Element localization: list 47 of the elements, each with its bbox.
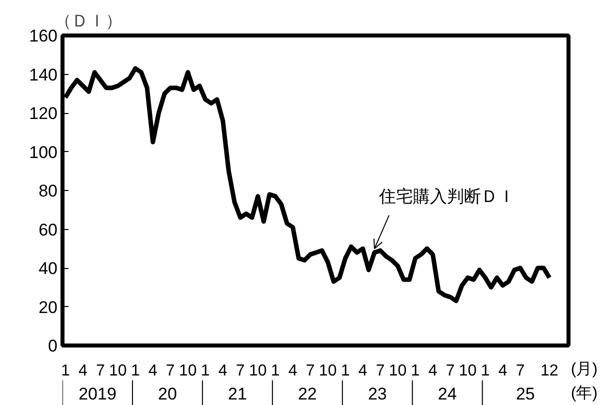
x-tick-label: 10 (178, 362, 197, 380)
x-tick-label: 7 (306, 362, 315, 380)
x-tick-label: 1 (340, 362, 350, 380)
y-tick-label: 40 (38, 259, 58, 278)
x-tick-label: 1 (410, 362, 420, 380)
x-tick-label: 1 (60, 362, 70, 380)
text: 21 (228, 384, 247, 404)
x-tick-label: 4 (498, 362, 508, 380)
x-tick-label: 7 (516, 362, 525, 380)
x-tick-label: 4 (78, 362, 88, 380)
text: 24 (438, 384, 457, 404)
x-tick-label: 4 (288, 362, 298, 380)
y-tick-label: 60 (38, 220, 58, 240)
x-tick-label: 4 (148, 362, 158, 380)
text: 2019 (78, 384, 116, 404)
x-tick-label: 4 (218, 362, 228, 380)
text: 25 (516, 384, 535, 404)
text: 22 (298, 384, 317, 404)
x-tick-label: 12 (540, 362, 558, 380)
x-tick-label: 10 (458, 362, 477, 380)
x-axis-title: (月) (570, 361, 598, 378)
x-tick-label: 10 (248, 362, 267, 380)
x-tick-label: 7 (236, 362, 245, 380)
x-tick-label: 7 (376, 362, 385, 380)
text: 住宅購入判断ＤＩ (378, 187, 516, 206)
x-tick-label: 1 (200, 362, 210, 380)
y-tick-label: 0 (48, 336, 58, 356)
x-tick-label: 10 (109, 362, 127, 380)
text: 20 (158, 384, 177, 404)
x-tick-label: 7 (446, 362, 455, 380)
x-tick-label: 1 (270, 362, 280, 380)
x-tick-label: 4 (358, 362, 368, 380)
text: (年) (570, 385, 598, 402)
x-tick-label: 10 (388, 362, 407, 380)
y-tick-label: 80 (38, 182, 58, 200)
y-tick-label: 140 (29, 65, 58, 84)
x-tick-label: 7 (166, 362, 175, 380)
x-tick-label: 7 (96, 362, 105, 380)
x-tick-label: 4 (428, 362, 438, 380)
y-tick-label: 20 (38, 298, 58, 317)
y-tick-label: 120 (29, 104, 58, 123)
x-tick-label: 1 (480, 362, 490, 380)
line-series (63, 66, 552, 304)
y-tick-label: 100 (29, 142, 58, 162)
x-tick-label: 1 (130, 362, 140, 380)
x-tick-label: 10 (318, 362, 337, 380)
text: 23 (368, 384, 387, 404)
